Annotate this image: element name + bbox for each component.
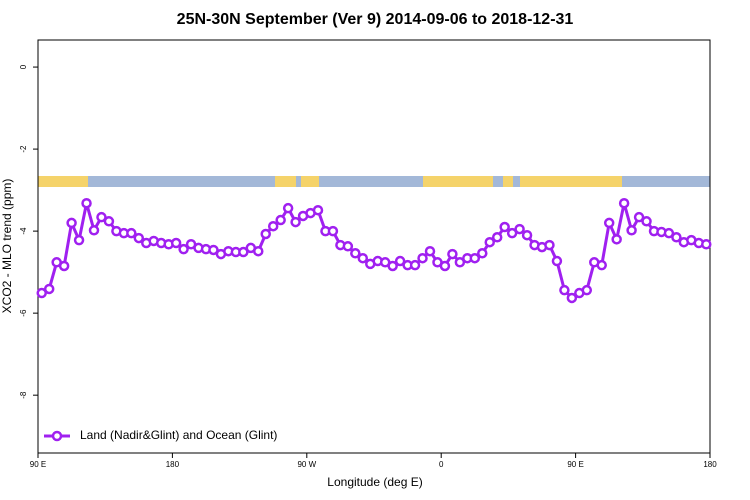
data-point: [387, 260, 398, 272]
data-point: [409, 259, 421, 271]
data-point: [88, 225, 100, 236]
data-point: [73, 234, 85, 246]
x-axis-label: Longitude (deg E): [327, 475, 422, 489]
data-point: [603, 217, 615, 229]
data-point: [36, 287, 47, 299]
land-band: [38, 176, 88, 187]
land-band: [275, 176, 296, 187]
data-point: [424, 245, 436, 257]
land-band: [423, 176, 493, 187]
data-point: [260, 228, 271, 240]
land-band: [301, 176, 319, 187]
data-point: [81, 197, 92, 209]
x-tick-label: 0: [439, 460, 444, 469]
x-tick-label: 90 E: [30, 460, 46, 469]
x-tick-label: 180: [166, 460, 180, 469]
data-point: [566, 292, 578, 304]
data-point: [701, 238, 712, 250]
data-point: [469, 252, 481, 264]
ocean-band: [38, 176, 710, 187]
y-tick-label: -4: [19, 227, 28, 235]
data-point: [447, 248, 458, 260]
data-point: [282, 202, 294, 214]
data-point: [238, 246, 249, 258]
data-point: [350, 248, 361, 259]
land-band: [520, 176, 622, 187]
land-ocean-strip: [38, 176, 710, 187]
data-point: [544, 239, 555, 251]
data-point: [290, 216, 301, 228]
data-point: [327, 225, 339, 237]
y-axis-label: XCO2 - MLO trend (ppm): [0, 179, 14, 314]
data-point: [633, 211, 645, 223]
data-point: [521, 229, 533, 241]
x-tick-label: 180: [703, 460, 717, 469]
data-point: [275, 214, 286, 226]
data-point: [484, 236, 495, 248]
data-point: [551, 255, 563, 267]
data-point: [58, 260, 70, 272]
data-point: [43, 283, 55, 295]
x-tick-label: 90 W: [297, 460, 316, 469]
data-point: [66, 217, 77, 229]
data-point: [611, 234, 622, 245]
data-point: [208, 244, 219, 256]
data-point: [454, 257, 466, 268]
data-point: [394, 255, 406, 267]
y-tick-label: -2: [19, 145, 28, 153]
y-tick-label: -8: [19, 391, 28, 399]
y-tick-label: 0: [19, 64, 28, 69]
data-point: [491, 232, 503, 243]
data-point: [417, 252, 428, 264]
data-point: [253, 245, 264, 257]
x-tick-label: 90 E: [567, 460, 583, 469]
data-point: [626, 225, 637, 236]
data-point: [312, 204, 324, 216]
data-point: [439, 260, 451, 272]
legend-label: Land (Nadir&Glint) and Ocean (Glint): [80, 428, 277, 442]
chart-title: 25N-30N September (Ver 9) 2014-09-06 to …: [177, 11, 574, 28]
data-point: [133, 232, 145, 244]
data-point: [342, 241, 354, 252]
data-point: [267, 220, 279, 232]
data-point: [559, 284, 570, 296]
land-band: [503, 176, 513, 187]
data-point: [641, 216, 652, 227]
data-point: [96, 211, 107, 223]
data-point: [581, 284, 593, 296]
data-point: [671, 232, 682, 243]
data-point: [514, 223, 525, 235]
data-point: [663, 227, 675, 239]
data-point: [170, 237, 182, 249]
y-tick-label: -6: [19, 309, 28, 317]
data-point: [618, 197, 630, 209]
data-point: [103, 216, 115, 227]
data-point: [357, 252, 369, 264]
plot-frame: [37, 39, 711, 454]
data-point: [477, 248, 488, 259]
legend-marker: [51, 430, 63, 442]
data-point: [178, 243, 189, 255]
data-point: [126, 227, 137, 239]
data-point: [499, 221, 510, 233]
series-line: [41, 202, 707, 300]
data-point: [506, 227, 518, 239]
data-point: [596, 259, 607, 271]
